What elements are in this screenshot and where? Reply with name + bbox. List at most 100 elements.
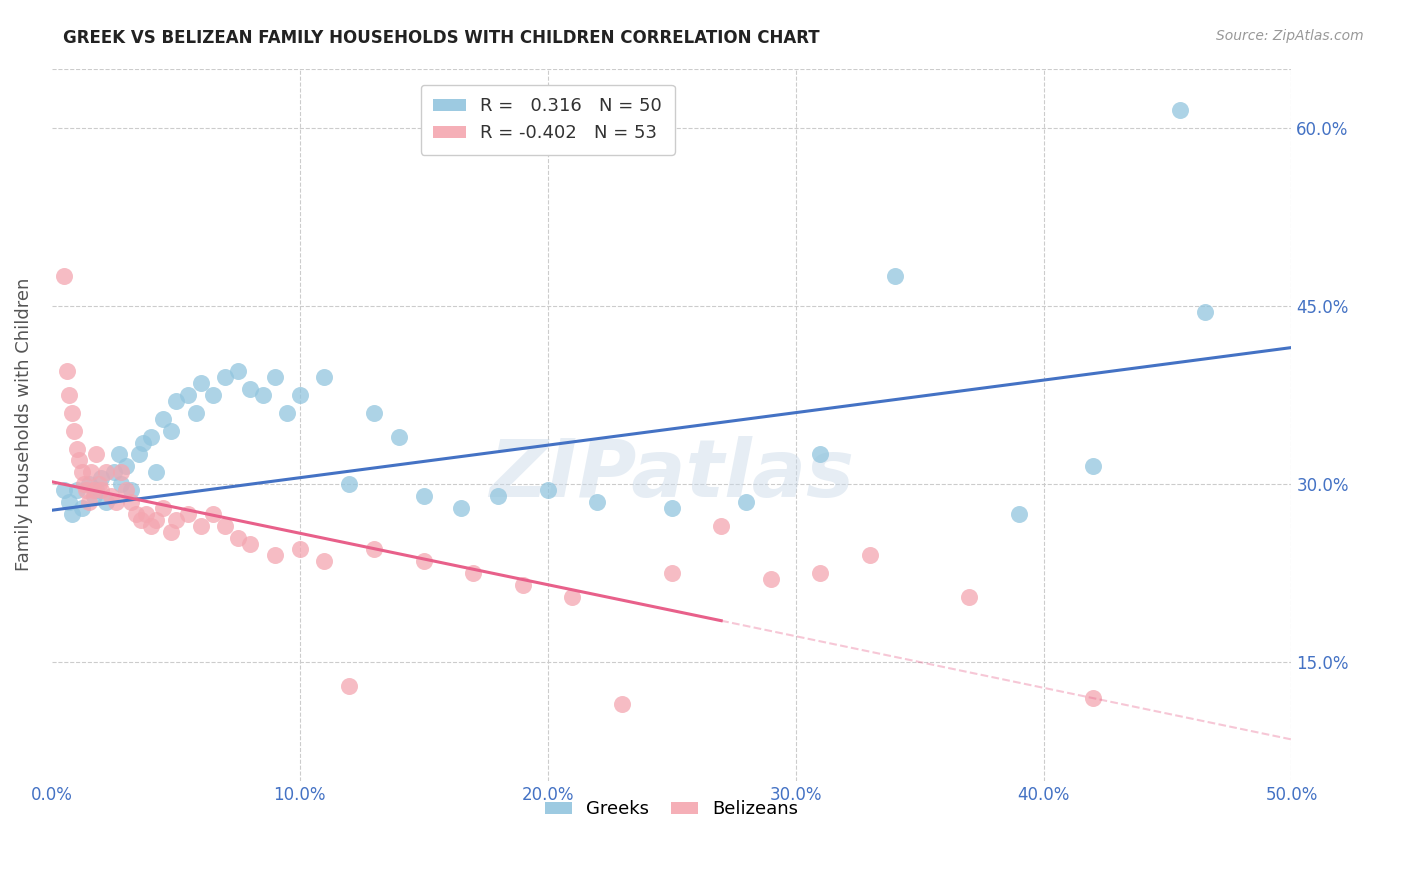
Point <box>363 542 385 557</box>
Point <box>264 549 287 563</box>
Point <box>252 388 274 402</box>
Point <box>139 518 162 533</box>
Point <box>70 500 93 515</box>
Point <box>125 507 148 521</box>
Point <box>120 483 142 497</box>
Point <box>226 531 249 545</box>
Point <box>103 465 125 479</box>
Point <box>90 483 112 497</box>
Point <box>145 465 167 479</box>
Point <box>86 447 108 461</box>
Point <box>80 465 103 479</box>
Point <box>883 269 905 284</box>
Point <box>115 459 138 474</box>
Point <box>412 489 434 503</box>
Point <box>710 518 733 533</box>
Point <box>58 388 80 402</box>
Point <box>201 388 224 402</box>
Point <box>536 483 558 497</box>
Point <box>105 495 128 509</box>
Point <box>53 483 76 497</box>
Point <box>145 513 167 527</box>
Point <box>239 382 262 396</box>
Point <box>152 500 174 515</box>
Point <box>90 471 112 485</box>
Point <box>63 424 86 438</box>
Point <box>1194 305 1216 319</box>
Point <box>70 465 93 479</box>
Point <box>184 406 207 420</box>
Point <box>132 435 155 450</box>
Point <box>1168 103 1191 117</box>
Point <box>129 513 152 527</box>
Point <box>363 406 385 420</box>
Point <box>288 388 311 402</box>
Point <box>60 507 83 521</box>
Legend: Greeks, Belizeans: Greeks, Belizeans <box>537 793 806 825</box>
Point <box>65 483 87 497</box>
Point <box>55 364 77 378</box>
Point <box>128 447 150 461</box>
Point <box>159 424 181 438</box>
Point <box>610 697 633 711</box>
Point <box>214 518 236 533</box>
Point <box>337 679 360 693</box>
Point <box>107 447 129 461</box>
Point <box>957 590 980 604</box>
Point <box>159 524 181 539</box>
Point <box>96 465 118 479</box>
Point <box>115 483 138 497</box>
Point <box>165 513 187 527</box>
Point <box>58 495 80 509</box>
Text: ZIPatlas: ZIPatlas <box>489 435 853 514</box>
Point <box>314 554 336 568</box>
Text: GREEK VS BELIZEAN FAMILY HOUSEHOLDS WITH CHILDREN CORRELATION CHART: GREEK VS BELIZEAN FAMILY HOUSEHOLDS WITH… <box>63 29 820 46</box>
Point <box>135 507 157 521</box>
Point <box>314 370 336 384</box>
Point <box>808 447 831 461</box>
Point <box>412 554 434 568</box>
Point <box>463 566 485 581</box>
Point <box>190 518 212 533</box>
Point <box>586 495 609 509</box>
Point <box>214 370 236 384</box>
Point <box>177 388 200 402</box>
Y-axis label: Family Households with Children: Family Households with Children <box>15 278 32 572</box>
Point <box>561 590 583 604</box>
Point <box>96 495 118 509</box>
Point <box>77 477 100 491</box>
Point <box>512 578 534 592</box>
Point <box>60 406 83 420</box>
Point <box>152 412 174 426</box>
Point <box>276 406 298 420</box>
Point <box>73 477 96 491</box>
Point <box>239 536 262 550</box>
Text: Source: ZipAtlas.com: Source: ZipAtlas.com <box>1216 29 1364 43</box>
Point <box>67 453 90 467</box>
Point <box>86 483 108 497</box>
Point <box>808 566 831 581</box>
Point <box>1081 459 1104 474</box>
Point <box>100 489 122 503</box>
Point <box>388 429 411 443</box>
Point <box>165 394 187 409</box>
Point <box>201 507 224 521</box>
Point <box>264 370 287 384</box>
Point <box>110 465 132 479</box>
Point <box>110 477 132 491</box>
Point <box>288 542 311 557</box>
Point <box>337 477 360 491</box>
Point <box>77 495 100 509</box>
Point <box>661 566 683 581</box>
Point <box>450 500 472 515</box>
Point <box>75 483 97 497</box>
Point <box>87 477 110 491</box>
Point <box>190 376 212 391</box>
Point <box>735 495 758 509</box>
Point <box>53 269 76 284</box>
Point <box>65 442 87 456</box>
Point <box>120 495 142 509</box>
Point <box>759 572 782 586</box>
Point <box>139 429 162 443</box>
Point <box>83 489 105 503</box>
